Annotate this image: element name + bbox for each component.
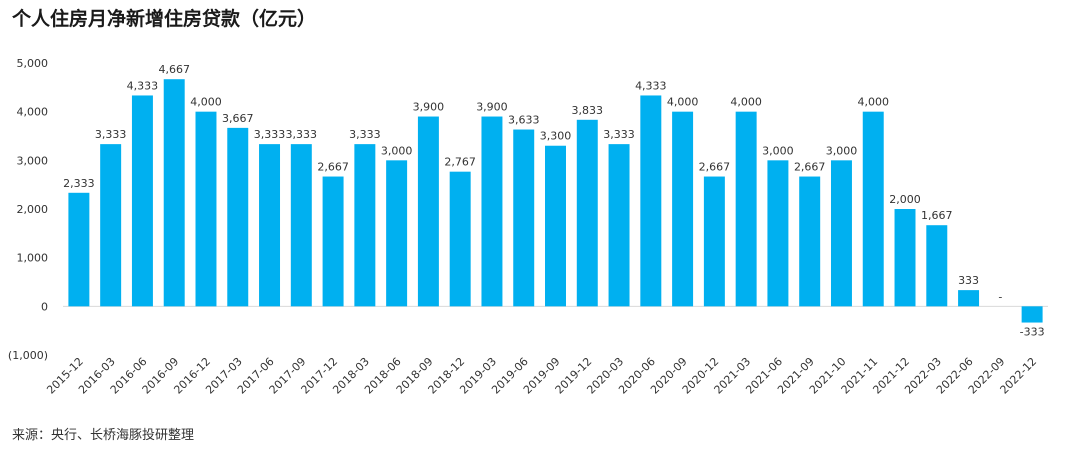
data-label: 3,300	[540, 130, 572, 143]
data-label: 4,667	[158, 63, 190, 76]
bar	[926, 225, 948, 307]
data-label: 3,900	[413, 101, 445, 114]
data-label: 3,633	[508, 114, 540, 127]
data-label: 4,333	[127, 79, 159, 92]
bar	[481, 116, 503, 307]
data-label: 3,333	[254, 128, 286, 141]
bar	[830, 160, 852, 307]
bar	[290, 144, 312, 307]
bar	[735, 111, 757, 307]
data-label: 3,333	[286, 128, 318, 141]
data-label: -333	[1020, 326, 1045, 339]
data-label: 333	[958, 274, 979, 287]
data-label: 3,333	[603, 128, 635, 141]
data-label: 3,000	[762, 144, 794, 157]
bar	[1021, 306, 1043, 323]
data-label: 2,667	[699, 161, 731, 174]
data-label: 3,833	[572, 104, 604, 117]
bar	[545, 145, 566, 307]
data-label: 2,000	[889, 193, 921, 206]
data-label: 4,333	[635, 79, 667, 92]
data-label: 1,667	[921, 209, 953, 222]
bar	[608, 144, 630, 307]
bar	[195, 111, 217, 307]
bar	[354, 144, 376, 307]
y-tick-label: 2,000	[17, 203, 49, 216]
data-label: 4,000	[190, 96, 222, 109]
data-label: 4,000	[667, 96, 699, 109]
bar	[163, 79, 185, 307]
bar	[513, 129, 535, 307]
bar	[259, 144, 281, 307]
bar	[227, 127, 249, 307]
data-label: 2,667	[794, 161, 826, 174]
bar	[862, 111, 884, 307]
data-label: 3,000	[381, 144, 413, 157]
bar	[68, 192, 90, 307]
data-label: 3,000	[826, 144, 858, 157]
bar	[322, 176, 344, 307]
bar	[386, 160, 408, 307]
data-label: 3,333	[95, 128, 127, 141]
bar	[672, 111, 694, 307]
bar	[640, 95, 662, 307]
bar	[449, 171, 471, 307]
bar	[894, 209, 916, 307]
y-tick-label: 4,000	[17, 106, 49, 119]
data-label: 2,667	[317, 161, 349, 174]
y-tick-label: 0	[41, 300, 48, 313]
data-label: 4,000	[730, 96, 762, 109]
bar	[100, 144, 122, 307]
data-label: 3,900	[476, 101, 508, 114]
data-label: 3,667	[222, 112, 254, 125]
data-label: 2,767	[444, 156, 476, 169]
bar	[417, 116, 439, 307]
data-label: 3,333	[349, 128, 381, 141]
data-label: 4,000	[857, 96, 889, 109]
bar	[703, 176, 725, 307]
y-tick-label: 3,000	[17, 154, 49, 167]
bar	[576, 119, 598, 307]
bar	[799, 176, 821, 307]
y-tick-label: (1,000)	[8, 349, 48, 362]
source-note: 来源：央行、长桥海豚投研整理	[12, 428, 195, 443]
y-tick-label: 5,000	[17, 57, 49, 70]
data-label: -	[998, 290, 1002, 303]
y-tick-label: 1,000	[17, 252, 49, 265]
bar	[767, 160, 789, 307]
bar	[958, 290, 980, 307]
chart-title: 个人住房月净新增住房贷款（亿元）	[12, 8, 317, 30]
data-label: 2,333	[63, 177, 95, 190]
bar	[131, 95, 153, 307]
